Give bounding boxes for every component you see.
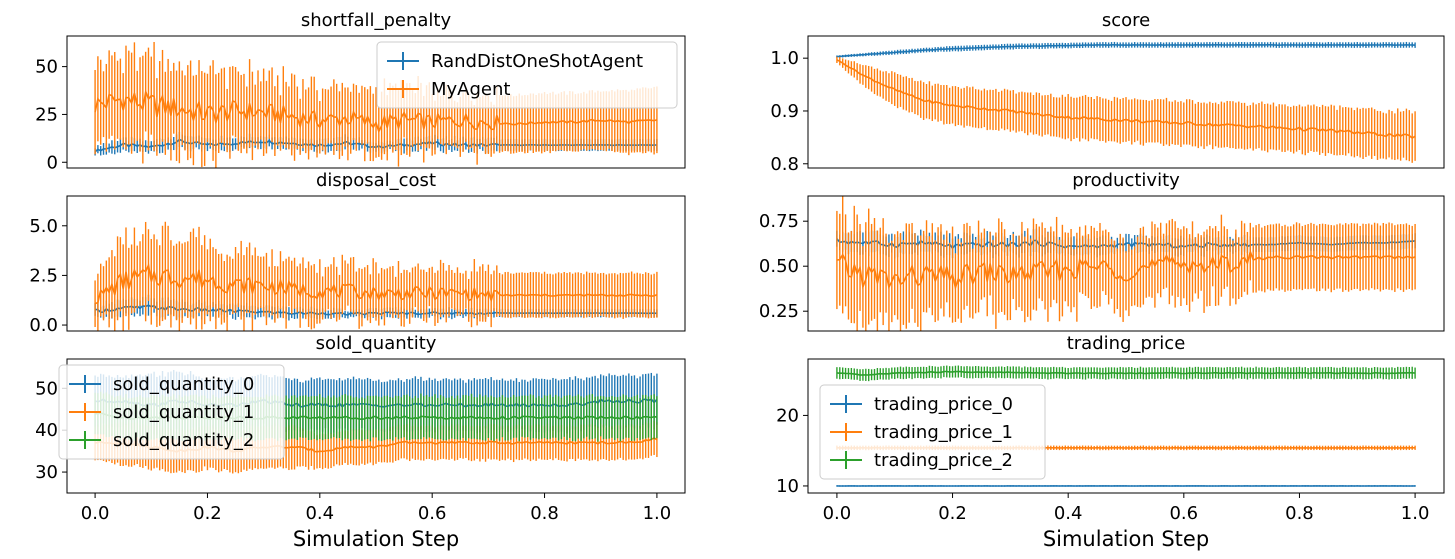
legend-marker bbox=[69, 431, 101, 449]
series-trading-price-0 bbox=[836, 485, 1416, 487]
axes-frame bbox=[807, 35, 1445, 169]
x-tick-label: 0.4 bbox=[305, 503, 334, 524]
legend-marker bbox=[830, 395, 862, 413]
x-tick-label: 0.8 bbox=[1285, 503, 1314, 524]
legend-label: MyAgent bbox=[431, 79, 510, 100]
x-tick-label: 0.6 bbox=[1169, 503, 1198, 524]
legend-marker bbox=[387, 52, 419, 70]
x-tick-label: 0.6 bbox=[418, 503, 447, 524]
x-axis-label: Simulation Step bbox=[1043, 527, 1209, 551]
legend-label: sold_quantity_0 bbox=[113, 374, 254, 395]
y-tick-label: 2.5 bbox=[29, 265, 58, 286]
legend-label: trading_price_2 bbox=[874, 450, 1013, 471]
legend-marker bbox=[69, 403, 101, 421]
legend: RandDistOneShotAgent MyAgent bbox=[376, 41, 678, 109]
plot-area bbox=[94, 41, 658, 168]
legend-marker bbox=[830, 423, 862, 441]
y-tick-label: 25 bbox=[35, 104, 58, 125]
legend-label: sold_quantity_1 bbox=[113, 402, 254, 423]
series-trading-price-2 bbox=[836, 365, 1416, 382]
axes-frame bbox=[807, 195, 1445, 332]
x-tick-label: 1.0 bbox=[1401, 503, 1430, 524]
x-tick-label: 0.0 bbox=[823, 503, 852, 524]
x-tick-label: 0.2 bbox=[193, 503, 222, 524]
mean-line bbox=[836, 248, 1416, 291]
mean-line bbox=[836, 370, 1416, 376]
mean-line bbox=[836, 43, 1416, 58]
series-c1 bbox=[836, 196, 1416, 331]
series-c1 bbox=[836, 56, 1416, 163]
legend-box bbox=[58, 364, 285, 460]
legend: sold_quantity_0 sold_quantity_1 sold_quant… bbox=[58, 364, 285, 460]
plot-area bbox=[836, 41, 1416, 163]
x-tick-label: 0.0 bbox=[81, 503, 110, 524]
legend-label: trading_price_1 bbox=[874, 422, 1013, 443]
series-c1 bbox=[94, 221, 658, 331]
series-c0 bbox=[836, 41, 1416, 58]
legend-marker bbox=[387, 80, 419, 98]
legend-label: trading_price_0 bbox=[874, 394, 1013, 415]
subplot-sold-quantity: sold_quantity 30 40 50 0.0 0.2 0.4 0.6 0.8 1.0 Sim… bbox=[35, 333, 686, 551]
mean-line bbox=[94, 262, 658, 305]
y-tick-label: 10 bbox=[776, 476, 799, 497]
y-tick-label: 0 bbox=[47, 152, 58, 173]
axes-frame bbox=[66, 35, 686, 169]
y-tick-label: 30 bbox=[35, 462, 58, 483]
y-tick-label: 0.25 bbox=[759, 301, 799, 322]
subplot-disposal-cost: disposal_cost 0.0 2.5 5.0 bbox=[29, 170, 686, 336]
x-tick-label: 1.0 bbox=[643, 503, 672, 524]
x-tick-label: 0.2 bbox=[938, 503, 967, 524]
legend-marker bbox=[830, 451, 862, 469]
subplot-title: score bbox=[1102, 10, 1150, 31]
subplot-score: score 0.8 0.9 1.0 bbox=[770, 10, 1445, 175]
x-axis-label: Simulation Step bbox=[293, 527, 459, 551]
subplot-title: productivity bbox=[1072, 170, 1180, 191]
legend-label: sold_quantity_2 bbox=[113, 430, 254, 451]
legend-box bbox=[376, 41, 678, 109]
y-tick-label: 40 bbox=[35, 420, 58, 441]
x-tick-label: 0.4 bbox=[1054, 503, 1083, 524]
subplot-productivity: productivity 0.25 0.50 0.75 bbox=[759, 170, 1445, 332]
subplot-title: trading_price bbox=[1067, 333, 1186, 354]
legend: trading_price_0 trading_price_1 trading_pr… bbox=[819, 384, 1046, 480]
plot-area bbox=[836, 365, 1416, 487]
y-tick-label: 0.0 bbox=[29, 315, 58, 336]
y-tick-label: 20 bbox=[776, 405, 799, 426]
subplot-trading-price: trading_price 10 20 0.0 0.2 0.4 0.6 0.8 1.0 Simul… bbox=[776, 333, 1445, 551]
mean-line bbox=[836, 238, 1416, 250]
subplot-title: shortfall_penalty bbox=[301, 10, 452, 31]
plot-area bbox=[836, 196, 1416, 331]
plot-area bbox=[94, 221, 658, 331]
subplot-shortfall-penalty: shortfall_penalty 0 25 50 RandDistOneShotAge… bbox=[35, 10, 686, 173]
axes-frame bbox=[66, 195, 686, 332]
legend-box bbox=[819, 384, 1046, 480]
subplot-title: sold_quantity bbox=[316, 333, 437, 354]
mean-line bbox=[836, 59, 1416, 140]
subplot-title: disposal_cost bbox=[316, 170, 436, 191]
y-tick-label: 0.8 bbox=[770, 154, 799, 175]
y-tick-label: 0.50 bbox=[759, 256, 799, 277]
x-tick-label: 0.8 bbox=[530, 503, 559, 524]
y-tick-label: 0.9 bbox=[770, 101, 799, 122]
y-tick-label: 5.0 bbox=[29, 216, 58, 237]
axes-frame bbox=[807, 358, 1445, 494]
y-tick-label: 0.75 bbox=[759, 211, 799, 232]
mean-line bbox=[94, 88, 658, 134]
y-tick-label: 50 bbox=[35, 57, 58, 78]
legend-label: RandDistOneShotAgent bbox=[431, 51, 643, 72]
y-tick-label: 1.0 bbox=[770, 48, 799, 69]
y-tick-label: 50 bbox=[35, 378, 58, 399]
legend-marker bbox=[69, 375, 101, 393]
